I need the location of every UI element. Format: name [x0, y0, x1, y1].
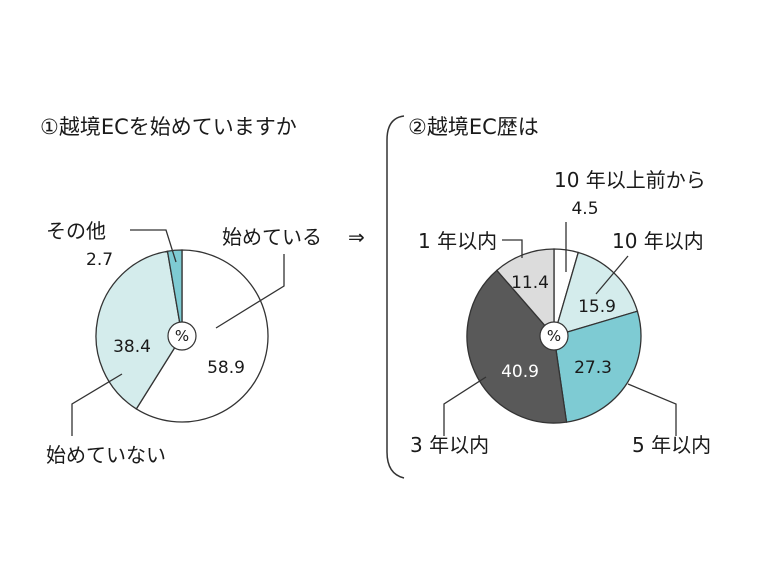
- pie-slice-5: [495, 248, 555, 338]
- pie-slice-3: [553, 310, 642, 423]
- center-percent-label: %: [547, 327, 561, 345]
- value-label: 15.9: [578, 297, 616, 317]
- category-label: 3 年以内: [410, 433, 489, 457]
- leader-line: [502, 239, 523, 258]
- category-label: 始めていない: [46, 443, 166, 467]
- leader-line: [71, 373, 123, 436]
- center-percent-label: %: [175, 327, 189, 345]
- category-label: 5 年以内: [632, 433, 711, 457]
- leader-line: [215, 254, 285, 329]
- category-label: その他: [46, 219, 106, 243]
- center-badge: [167, 321, 197, 351]
- pie-slice-1: [135, 249, 269, 423]
- value-label: 4.5: [571, 199, 598, 219]
- chart2-title: ②越境EC歴は: [408, 115, 539, 139]
- value-label: 27.3: [574, 358, 612, 378]
- value-label: 38.4: [113, 337, 151, 357]
- chart1-title: ①越境ECを始めていますか: [40, 115, 297, 139]
- leader-line: [595, 255, 629, 295]
- pie-slice-2: [95, 250, 183, 410]
- pie-slice-4: [466, 269, 568, 424]
- value-label: 58.9: [207, 358, 245, 378]
- leader-line: [130, 229, 177, 263]
- pie-slice-3: [166, 249, 183, 337]
- value-label: 2.7: [86, 250, 113, 270]
- center-badge: [539, 321, 569, 351]
- value-label: 40.9: [501, 362, 539, 382]
- pie-chart-2: [466, 248, 642, 424]
- pie-slice-2: [553, 251, 639, 337]
- pie-chart-1: [95, 249, 269, 423]
- leader-line: [443, 376, 487, 436]
- category-label: 10 年以上前から: [554, 168, 706, 192]
- category-label: 始めている: [222, 225, 322, 249]
- category-label: 10 年以内: [612, 229, 704, 253]
- flow-arrow: ⇒: [348, 225, 365, 249]
- leader-line: [627, 383, 677, 436]
- value-label: 11.4: [511, 273, 549, 293]
- grouping-bracket: [386, 115, 405, 479]
- category-label: 1 年以内: [418, 229, 497, 253]
